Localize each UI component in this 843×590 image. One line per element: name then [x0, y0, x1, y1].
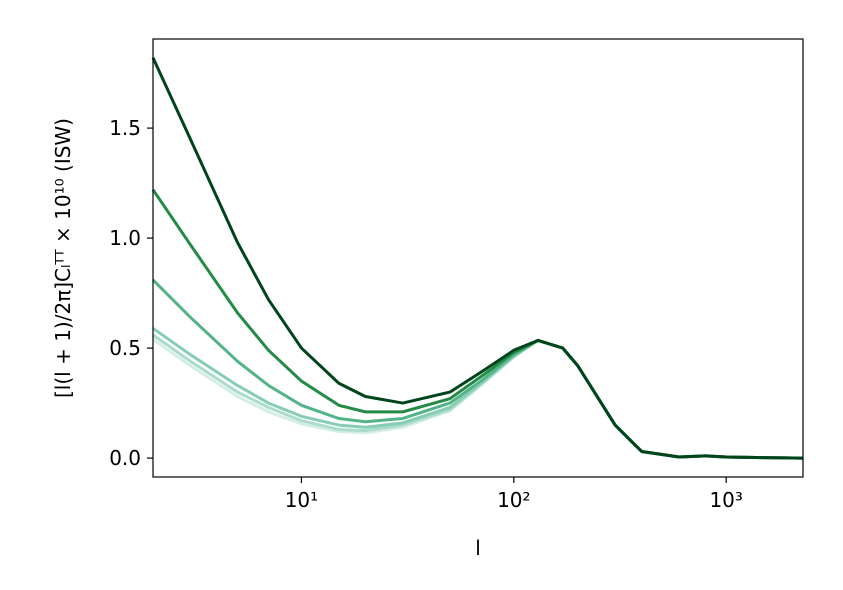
plot-area — [151, 57, 804, 460]
series-line — [151, 278, 804, 460]
x-axis-label: l — [475, 536, 481, 560]
x-tick-label: 10² — [497, 488, 530, 512]
x-tick-label: 10¹ — [285, 488, 318, 512]
series-line — [151, 57, 804, 460]
series-line — [152, 333, 804, 460]
series-line — [151, 188, 804, 460]
y-tick-label: 1.0 — [109, 226, 141, 250]
y-tick-label: 0.5 — [109, 336, 141, 360]
y-tick-label: 0.0 — [109, 446, 141, 470]
y-axis-label: [l(l + 1)/2π]Cₗᵀᵀ × 10¹⁰ (ISW) — [51, 118, 75, 398]
y-tick-label: 1.5 — [109, 116, 141, 140]
x-tick-label: 10³ — [709, 488, 742, 512]
plot-frame — [152, 38, 804, 478]
series-line — [152, 327, 804, 460]
